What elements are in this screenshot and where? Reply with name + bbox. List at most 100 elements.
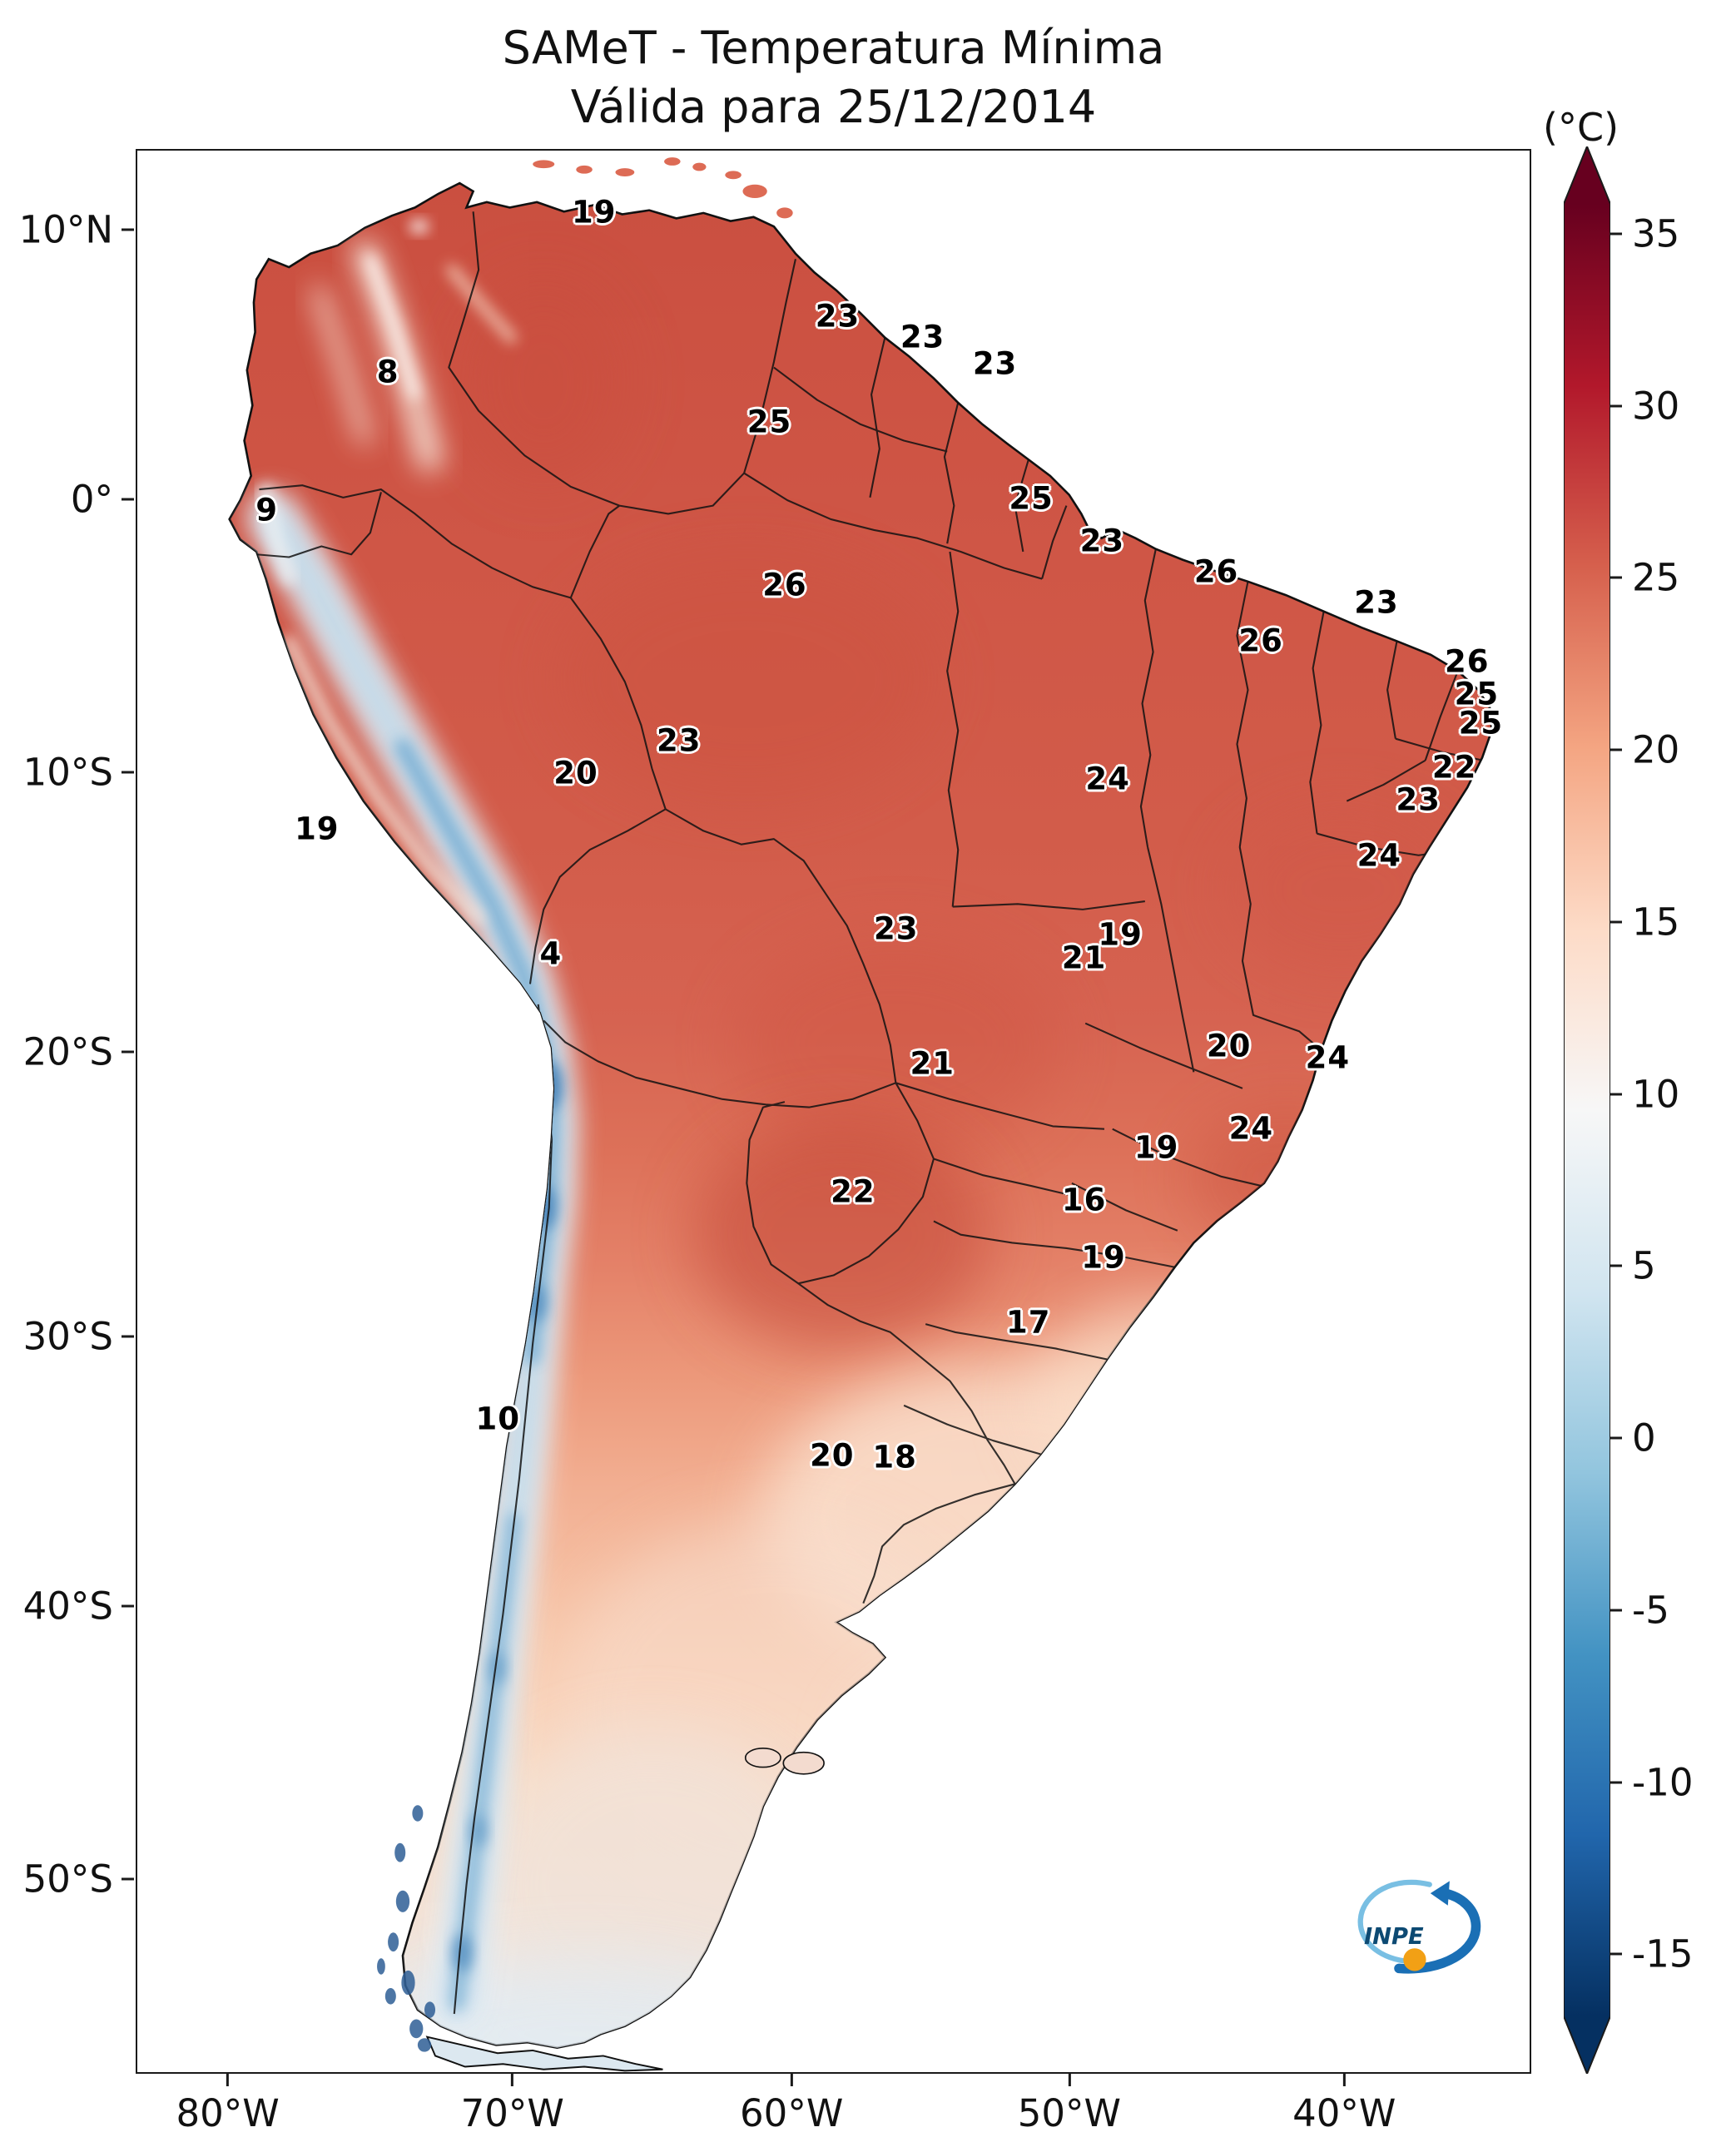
colorbar-tick: 25 xyxy=(1610,556,1679,600)
temp-label: 26 xyxy=(762,567,807,603)
colorbar-tick: -5 xyxy=(1610,1588,1669,1632)
lat-tick: 20°S xyxy=(23,1029,134,1074)
lat-tick: 30°S xyxy=(23,1315,134,1359)
temp-label: 20 xyxy=(810,1437,855,1474)
temperature-labels: 19 23 23 23 8 25 25 9 23 26 26 23 26 26 25 25 23 22 20 24 23… xyxy=(137,151,1530,2072)
lat-tick-label: 0° xyxy=(70,477,113,522)
temp-label: 25 xyxy=(746,404,792,440)
colorbar-tick: -10 xyxy=(1610,1760,1694,1804)
lat-tick-mark xyxy=(122,1050,134,1054)
colorbar-ticks: 35 30 25 20 15 10 5 0 -5 -10 -15 xyxy=(1610,204,1735,2013)
temp-label: 20 xyxy=(553,755,598,791)
temp-label: 24 xyxy=(1085,761,1130,797)
lat-tick-label: 30°S xyxy=(22,1314,113,1359)
temp-label: 26 xyxy=(1444,643,1490,680)
colorbar-tick-mark xyxy=(1610,576,1622,579)
lat-tick-mark xyxy=(122,1877,134,1881)
temp-label: 16 xyxy=(1061,1182,1107,1218)
lat-tick-label: 10°S xyxy=(22,750,113,795)
temp-label: 26 xyxy=(1238,622,1283,659)
colorbar-tick-mark xyxy=(1610,1264,1622,1267)
colorbar-tick-label: -5 xyxy=(1632,1588,1669,1633)
colorbar-tick-label: 25 xyxy=(1632,555,1680,600)
lat-tick-label: 10°N xyxy=(18,207,113,252)
colorbar-gradient xyxy=(1564,146,1610,2074)
lat-tick-label: 40°S xyxy=(22,1584,113,1629)
colorbar-tick-mark xyxy=(1610,404,1622,408)
temp-label: 20 xyxy=(1206,1028,1252,1064)
colorbar-tick: 15 xyxy=(1610,900,1679,944)
longitude-axis: 80°W 70°W 60°W 50°W 40°W xyxy=(136,2074,1531,2149)
colorbar-tick-mark xyxy=(1610,920,1622,924)
temp-label: 24 xyxy=(1357,837,1402,874)
lon-tick: 70°W xyxy=(461,2074,564,2135)
temp-label: 23 xyxy=(1079,523,1125,559)
lon-tick: 60°W xyxy=(740,2074,843,2135)
lon-tick-mark xyxy=(1342,2074,1346,2086)
colorbar-tick-label: 0 xyxy=(1632,1416,1656,1460)
map-title: SAMeT - Temperatura Mínima xyxy=(502,22,1165,74)
colorbar-tick: 20 xyxy=(1610,728,1679,772)
lon-tick-mark xyxy=(790,2074,793,2086)
lon-tick-label: 70°W xyxy=(460,2091,564,2135)
colorbar xyxy=(1564,146,1610,2074)
temp-label: 10 xyxy=(475,1401,521,1437)
colorbar-tick-label: 10 xyxy=(1632,1072,1680,1117)
colorbar-tick-label: 30 xyxy=(1632,384,1680,429)
temp-label: 22 xyxy=(1431,749,1477,786)
colorbar-tick: -15 xyxy=(1610,1932,1694,1976)
colorbar-tick-mark xyxy=(1610,1781,1622,1784)
temp-label: 23 xyxy=(972,345,1018,382)
lat-tick-label: 50°S xyxy=(22,1857,113,1902)
colorbar-tick: 5 xyxy=(1610,1244,1656,1288)
colorbar-tick-label: -10 xyxy=(1632,1760,1694,1805)
temp-label: 4 xyxy=(539,935,563,972)
temp-label: 23 xyxy=(1396,781,1441,818)
temp-label: 23 xyxy=(900,319,945,355)
lat-tick-mark xyxy=(122,1335,134,1338)
colorbar-tick-label: 5 xyxy=(1632,1243,1656,1288)
temp-label: 24 xyxy=(1305,1039,1351,1076)
temp-label: 19 xyxy=(1133,1129,1179,1166)
inpe-logo-text: INPE xyxy=(1364,1924,1424,1950)
colorbar-tick-mark xyxy=(1610,1093,1622,1096)
south-america-temperature-map xyxy=(228,157,1493,2072)
lon-tick: 40°W xyxy=(1292,2074,1396,2135)
temp-label: 24 xyxy=(1228,1110,1274,1147)
lat-tick-mark xyxy=(122,771,134,774)
lon-tick-mark xyxy=(511,2074,514,2086)
lat-tick: 40°S xyxy=(23,1584,134,1628)
title-block: SAMeT - Temperatura Mínima Válida para 2… xyxy=(136,18,1531,137)
colorbar-tick-mark xyxy=(1610,1436,1622,1440)
inpe-logo: INPE xyxy=(1347,1874,1486,1979)
map-subtitle: Válida para 25/12/2014 xyxy=(570,81,1097,134)
falkland-islands xyxy=(744,1748,825,1775)
inpe-swirl-icon: INPE xyxy=(1357,1879,1481,1974)
colorbar-tick-label: 20 xyxy=(1632,727,1680,772)
lon-tick: 50°W xyxy=(1018,2074,1121,2135)
lon-tick-label: 60°W xyxy=(740,2091,844,2135)
lon-tick-mark xyxy=(226,2074,230,2086)
colorbar-tick-mark xyxy=(1610,1952,1622,1956)
latitude-axis: 10°N 0° 10°S 20°S 30°S 40°S 50°S xyxy=(0,149,134,2074)
temp-label: 23 xyxy=(874,910,919,947)
temp-label: 25 xyxy=(1454,676,1500,712)
temp-label: 19 xyxy=(571,194,617,231)
patagonian-fjords xyxy=(377,1805,436,2052)
temp-label: 22 xyxy=(831,1173,875,1210)
lon-tick-mark xyxy=(1068,2074,1071,2086)
lon-tick-label: 50°W xyxy=(1017,2091,1122,2135)
caribbean-islands xyxy=(533,157,793,219)
temp-label: 23 xyxy=(657,722,702,759)
temp-label: 25 xyxy=(1009,480,1054,517)
lat-tick-mark xyxy=(122,228,134,231)
colorbar-tick-label: 15 xyxy=(1632,900,1680,945)
lat-tick: 0° xyxy=(71,477,134,521)
temp-label: 17 xyxy=(1005,1304,1051,1341)
temp-label: 19 xyxy=(1081,1239,1126,1276)
lat-tick-label: 20°S xyxy=(22,1029,113,1074)
temp-label: 8 xyxy=(376,354,399,390)
temp-label: 21 xyxy=(1061,940,1107,976)
lat-tick-mark xyxy=(122,1604,134,1608)
